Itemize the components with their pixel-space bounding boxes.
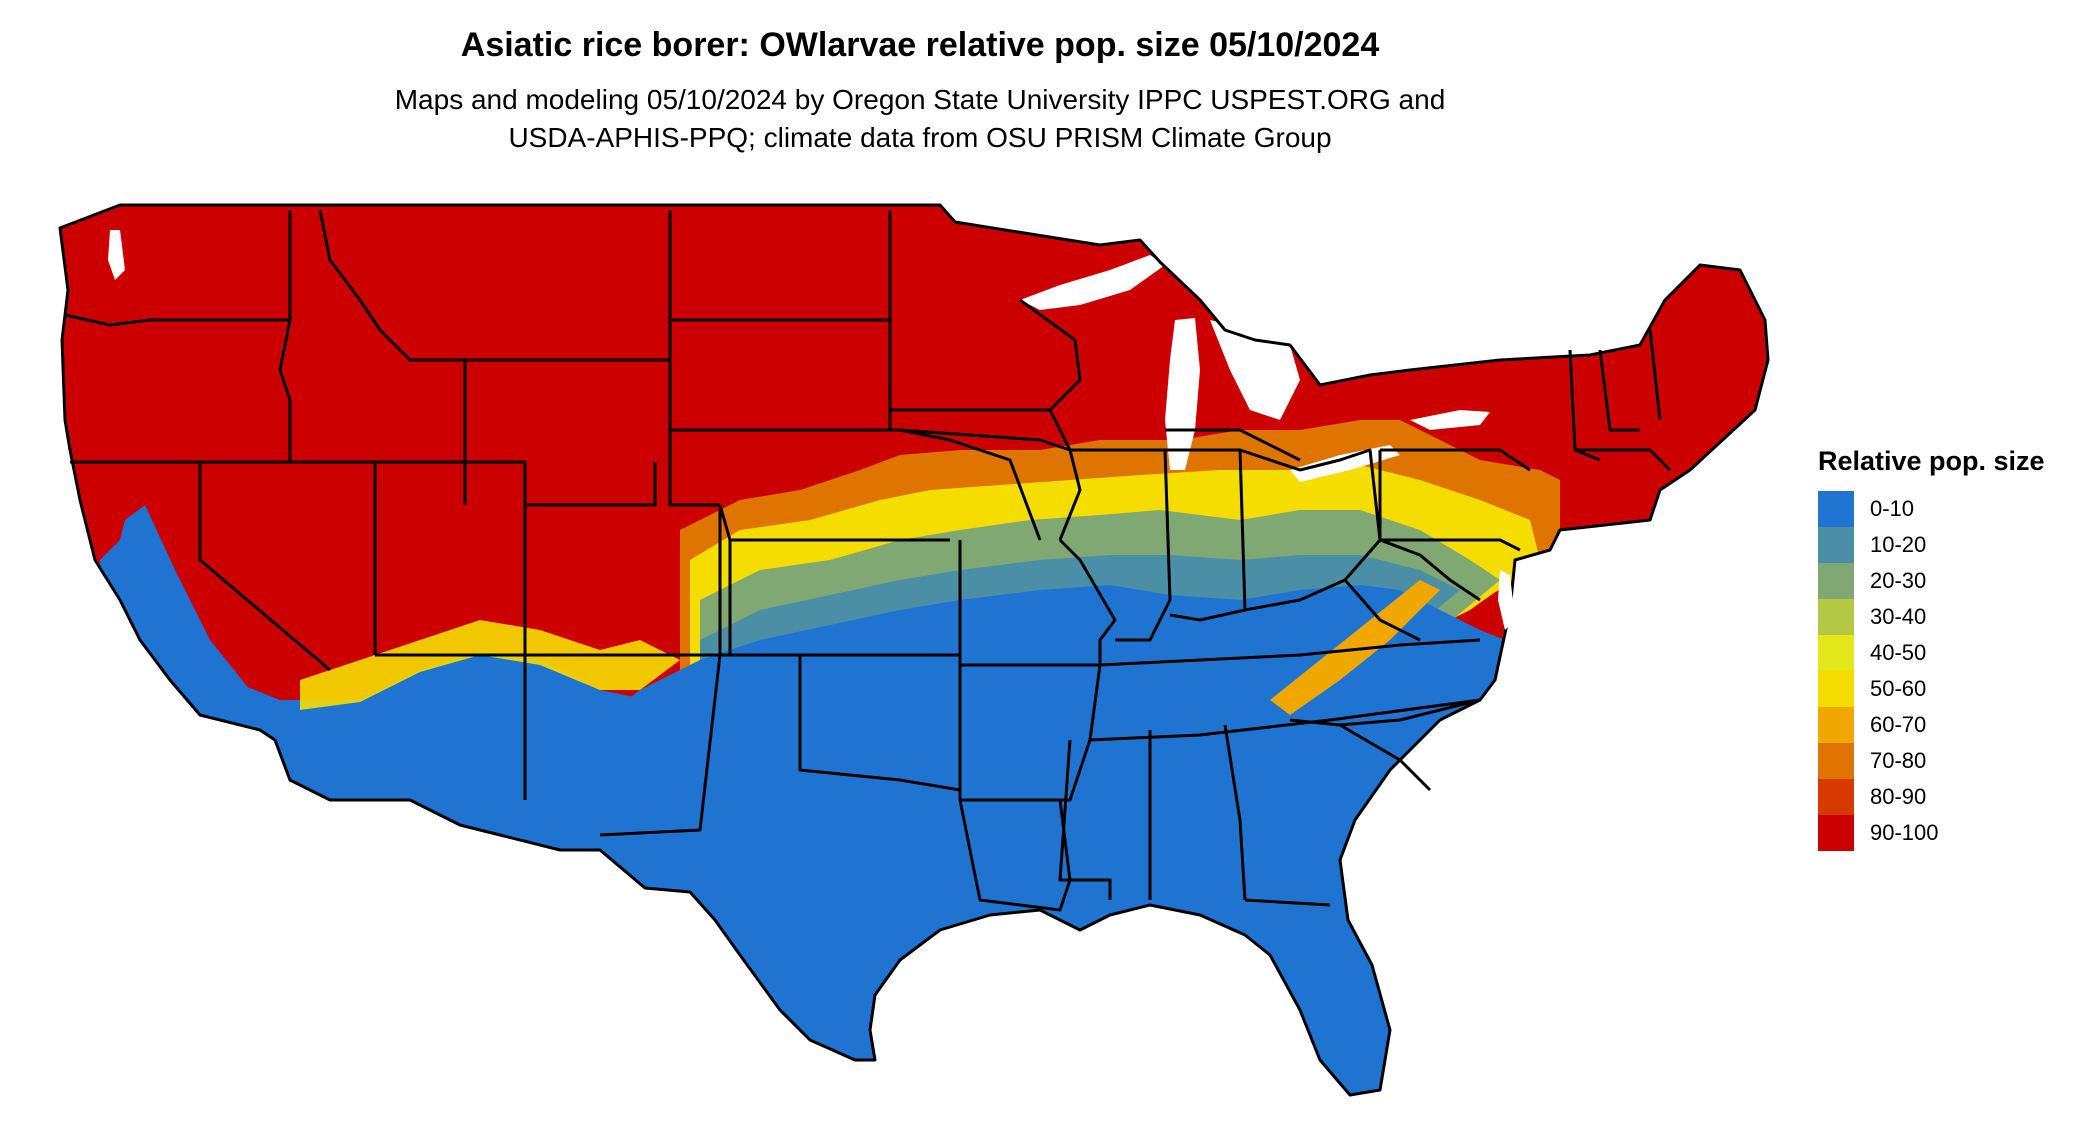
- legend-label: 30-40: [1870, 604, 1927, 629]
- zone-50-60-southwest: [300, 620, 680, 710]
- legend-swatch: [1818, 635, 1854, 671]
- legend-item: 0-10: [1818, 491, 2078, 527]
- legend-item: 70-80: [1818, 743, 2078, 779]
- legend-label: 90-100: [1870, 820, 1939, 845]
- puget-sound: [108, 230, 125, 280]
- legend-title: Relative pop. size: [1818, 446, 2045, 476]
- legend-item: 30-40: [1818, 599, 2078, 635]
- legend-label: 50-60: [1870, 676, 1927, 701]
- legend-item: 20-30: [1818, 563, 2078, 599]
- legend-swatch: [1818, 491, 1854, 527]
- legend-swatch: [1818, 563, 1854, 599]
- legend-swatch: [1818, 779, 1854, 815]
- lake-michigan: [1165, 318, 1200, 470]
- legend-swatch: [1818, 815, 1854, 851]
- legend-swatch: [1818, 599, 1854, 635]
- lake-superior: [1020, 255, 1165, 310]
- legend-swatch: [1818, 707, 1854, 743]
- legend-label: 0-10: [1870, 496, 1915, 521]
- legend-item: 90-100: [1818, 815, 2078, 851]
- map-title: Asiatic rice borer: OWlarvae relative po…: [460, 26, 1380, 64]
- lake-huron: [1210, 320, 1300, 420]
- legend-label: 60-70: [1870, 712, 1927, 737]
- map-subtitle-line-1: Maps and modeling 05/10/2024 by Oregon S…: [394, 84, 1446, 115]
- legend-item: 80-90: [1818, 779, 2078, 815]
- zone-0-10-california: [110, 505, 300, 800]
- legend-item: 10-20: [1818, 527, 2078, 563]
- legend-item: 60-70: [1818, 707, 2078, 743]
- legend-items: 0-10 10-20 20-30 30-40 40-50 50-60 60-70: [1818, 491, 2078, 851]
- legend-label: 70-80: [1870, 748, 1927, 773]
- zone-0-10-florida: [1245, 900, 1390, 1095]
- legend-item: 50-60: [1818, 671, 2078, 707]
- legend-swatch: [1818, 527, 1854, 563]
- legend-item: 40-50: [1818, 635, 2078, 671]
- map-subtitle-line-2: USDA-APHIS-PPQ; climate data from OSU PR…: [508, 122, 1332, 153]
- legend-label: 40-50: [1870, 640, 1927, 665]
- chesapeake-bay: [1498, 570, 1515, 630]
- zone-70-80-appalachian: [1270, 580, 1440, 715]
- legend-label: 20-30: [1870, 568, 1927, 593]
- legend: Relative pop. size 0-10 10-20 20-30 30-4…: [1818, 446, 2078, 851]
- legend-swatch: [1818, 671, 1854, 707]
- legend-label: 80-90: [1870, 784, 1927, 809]
- legend-label: 10-20: [1870, 532, 1927, 557]
- lake-erie: [1290, 445, 1400, 482]
- state-borders: [58, 203, 1770, 1097]
- lake-ontario: [1410, 410, 1490, 430]
- legend-swatch: [1818, 743, 1854, 779]
